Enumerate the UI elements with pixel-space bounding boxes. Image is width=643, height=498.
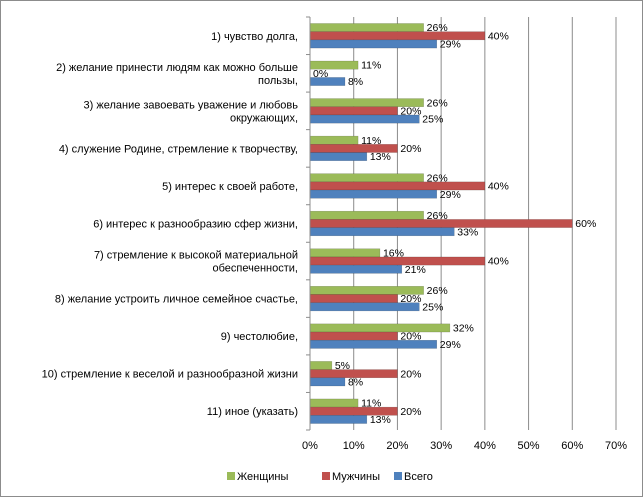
data-label: 60% [575, 218, 596, 230]
x-tick-label: 0% [302, 440, 318, 452]
legend-swatch [394, 472, 402, 480]
data-label: 20% [400, 331, 421, 343]
category-label: 10) стремление к веселой и разнообразной… [42, 369, 298, 381]
data-label: 5% [335, 360, 350, 372]
category-label: 2) желание принести людям как можно боль… [56, 62, 298, 74]
category-label: 1) чувство долга, [211, 31, 298, 43]
data-label: 11% [361, 135, 381, 147]
data-label: 20% [400, 293, 421, 305]
bar [309, 227, 455, 237]
data-label: 20% [400, 406, 421, 418]
legend: Женщины Мужчины Всего [227, 471, 433, 483]
category-label: 7) стремление к высокой материальной [94, 250, 298, 262]
x-tick-label: 20% [386, 440, 408, 452]
bar [309, 39, 438, 49]
data-label: 32% [453, 323, 474, 335]
data-label: 26% [427, 22, 448, 34]
data-label: 11% [361, 398, 381, 410]
data-label: 20% [400, 105, 421, 117]
bar [309, 135, 359, 145]
bar [309, 415, 368, 424]
category-label: пользы, [258, 75, 298, 87]
data-label: 8% [348, 376, 363, 388]
data-label: 26% [427, 97, 448, 109]
category-label: 3) желание завоевать уважение и любовь [84, 99, 299, 111]
category-label: 4) служение Родине, стремление к творчес… [59, 143, 298, 155]
bar [309, 398, 359, 408]
legend-swatch [322, 472, 330, 480]
category-label: 6) интерес к разнообразию сфер жизни, [93, 219, 298, 231]
data-label: 26% [427, 210, 448, 222]
bar [309, 294, 398, 303]
bar [309, 323, 451, 333]
bar [309, 248, 381, 258]
data-label: 13% [370, 151, 391, 163]
category-label: 9) честолюбие, [221, 331, 298, 343]
bar [309, 210, 424, 220]
data-label: 40% [488, 256, 509, 268]
data-label: 26% [427, 172, 448, 184]
x-tick-label: 70% [605, 440, 627, 452]
data-label: 40% [488, 181, 509, 193]
data-label: 20% [400, 143, 421, 155]
bar [309, 106, 398, 116]
bar [309, 264, 403, 274]
bar [309, 189, 438, 199]
data-label: 13% [370, 414, 391, 426]
data-label: 29% [440, 339, 461, 351]
data-label: 25% [422, 114, 443, 126]
data-label: 26% [427, 285, 448, 297]
data-label: 16% [383, 247, 404, 259]
data-label: 40% [488, 30, 509, 42]
axes [306, 16, 311, 431]
labels: 0% 10% 20% 30% 40% 50% 60% 70% 1) чувство долга,… [42, 22, 628, 452]
data-label: 8% [348, 76, 363, 88]
category-label: окружающих, [230, 112, 298, 124]
bar [309, 377, 346, 387]
data-label: 25% [422, 301, 443, 313]
category-label: 5) интерес к своей работе, [162, 181, 298, 193]
data-label: 33% [457, 226, 478, 238]
x-tick-label: 50% [518, 440, 540, 452]
legend-label: Всего [404, 471, 433, 483]
bar [309, 152, 368, 161]
bars [309, 23, 573, 424]
legend-label: Женщины [237, 471, 288, 483]
data-label: 29% [440, 39, 461, 51]
x-tick-label: 40% [474, 440, 496, 452]
data-label: 11% [361, 60, 381, 72]
x-tick-label: 60% [561, 440, 583, 452]
x-tick-label: 10% [343, 440, 365, 452]
data-label: 0% [313, 68, 328, 80]
category-label: обеспеченности, [213, 263, 298, 275]
data-label: 20% [400, 368, 421, 380]
category-label: 8) желание устроить личное семейное счас… [55, 294, 298, 306]
x-tick-label: 30% [430, 440, 452, 452]
bar [309, 173, 424, 183]
bar [309, 331, 398, 341]
bar [309, 361, 333, 370]
data-label: 21% [405, 264, 426, 276]
legend-label: Мужчины [332, 471, 380, 483]
category-label: 11) иное (указать) [207, 406, 298, 418]
legend-swatch [227, 472, 235, 480]
bar [309, 23, 424, 32]
data-label: 29% [440, 189, 461, 201]
